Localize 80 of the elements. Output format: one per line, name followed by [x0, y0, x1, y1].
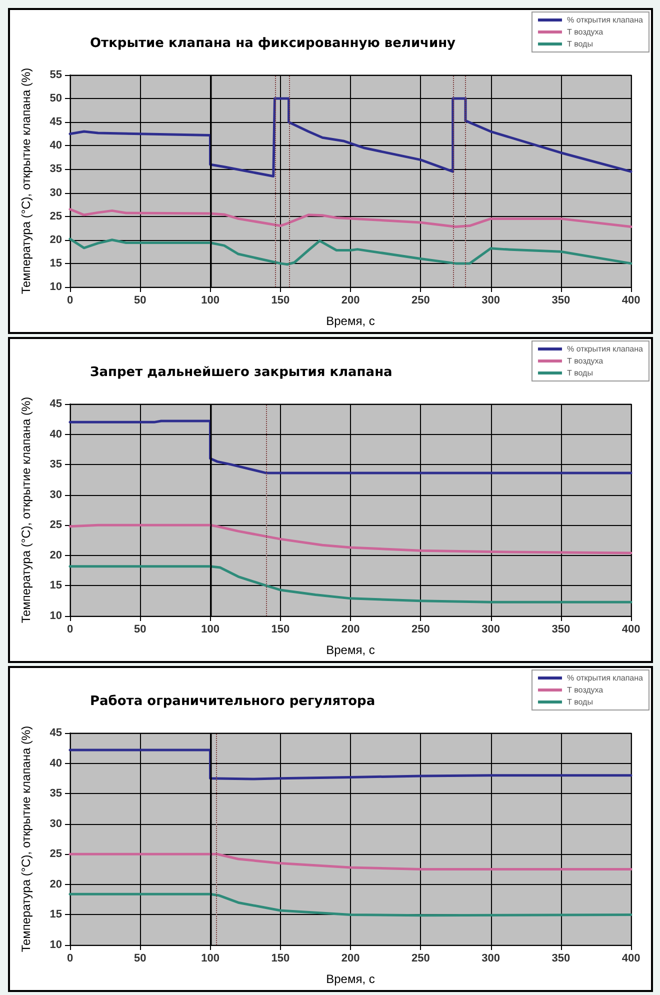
y-tick-label: 25	[50, 848, 62, 860]
chart-title: Открытие клапана на фиксированную величину	[90, 36, 456, 51]
y-tick-label: 30	[50, 818, 62, 830]
y-tick-label: 55	[50, 69, 62, 81]
line-series	[68, 524, 632, 554]
x-tick-label: 150	[271, 624, 290, 636]
x-tick-label: 400	[622, 294, 640, 306]
legend-label: Т воздуха	[566, 356, 604, 366]
y-tick-label: 45	[50, 116, 62, 128]
y-tick-label: 25	[50, 210, 62, 222]
x-tick-label: 150	[271, 952, 290, 964]
y-tick-label: 35	[50, 458, 62, 471]
x-axis-title: Время, с	[326, 972, 375, 986]
line-series	[68, 97, 632, 178]
line-series	[68, 748, 632, 780]
x-tick-label: 250	[411, 952, 430, 964]
x-tick-label: 100	[201, 952, 220, 964]
x-tick-label: 350	[552, 952, 570, 964]
chart-title: Запрет дальнейшего закрытия клапана	[90, 365, 392, 380]
x-tick-label: 300	[482, 294, 500, 306]
y-tick-label: 45	[50, 398, 62, 410]
x-tick-label: 350	[552, 294, 570, 306]
y-tick-label: 15	[50, 908, 62, 921]
y-axis-title: Температура (°C), открытие клапана (%)	[19, 396, 33, 624]
line-series	[68, 852, 632, 871]
y-tick-label: 50	[50, 92, 62, 105]
legend-label: Т воды	[566, 368, 594, 378]
legend-label: Т воды	[566, 40, 594, 48]
y-tick-label: 40	[50, 428, 62, 440]
x-tick-label: 50	[134, 294, 146, 306]
y-tick-label: 20	[50, 878, 62, 890]
x-tick-label: 100	[201, 294, 220, 306]
x-axis-title: Время, с	[326, 643, 375, 657]
x-tick-label: 300	[482, 952, 500, 964]
x-tick-label: 0	[66, 952, 74, 964]
y-tick-label: 35	[50, 788, 62, 800]
y-tick-label: 10	[50, 939, 62, 951]
x-tick-label: 0	[66, 624, 74, 636]
chart-title: Работа ограничительного регулятора	[90, 694, 376, 709]
x-tick-label: 50	[134, 952, 146, 964]
x-tick-label: 250	[411, 624, 430, 636]
x-axis-title: Время, с	[326, 314, 375, 328]
y-tick-label: 45	[50, 727, 62, 739]
legend-label: Т воздуха	[566, 686, 604, 694]
line-series	[68, 238, 632, 266]
x-tick-label: 200	[341, 624, 360, 636]
y-tick-label: 25	[50, 519, 62, 532]
y-tick-label: 30	[50, 488, 62, 501]
legend-label: Т воды	[566, 698, 594, 706]
y-tick-label: 20	[50, 549, 62, 562]
x-tick-label: 250	[411, 294, 430, 306]
y-axis-title: Температура (°C), открытие клапана (%)	[19, 68, 33, 294]
x-tick-label: 0	[66, 294, 74, 306]
legend-label: % открытия клапана	[566, 674, 644, 682]
line-series	[68, 208, 632, 228]
line-series	[68, 420, 632, 474]
x-tick-label: 50	[134, 624, 146, 636]
legend-label: % открытия клапана	[566, 16, 644, 24]
line-series	[68, 892, 632, 917]
y-tick-label: 15	[50, 257, 62, 270]
x-tick-label: 100	[201, 624, 220, 636]
y-tick-label: 10	[50, 610, 62, 622]
x-tick-label: 200	[341, 952, 360, 964]
y-axis-title: Температура (°C), открытие клапана (%)	[19, 726, 33, 952]
line-series	[68, 565, 632, 604]
legend-label: % открытия клапана	[566, 344, 644, 354]
x-tick-label: 300	[482, 624, 500, 636]
x-tick-label: 350	[552, 624, 570, 636]
x-tick-label: 400	[622, 624, 640, 636]
y-tick-label: 15	[50, 580, 62, 592]
y-tick-label: 30	[50, 186, 62, 199]
y-tick-label: 35	[50, 163, 62, 176]
legend-label: Т воздуха	[566, 28, 604, 36]
y-tick-label: 10	[50, 281, 62, 293]
x-tick-label: 200	[341, 294, 360, 306]
y-tick-label: 20	[50, 234, 62, 246]
x-tick-label: 400	[622, 952, 640, 964]
x-tick-label: 150	[271, 294, 290, 306]
y-tick-label: 40	[50, 140, 62, 152]
y-tick-label: 40	[50, 757, 62, 770]
